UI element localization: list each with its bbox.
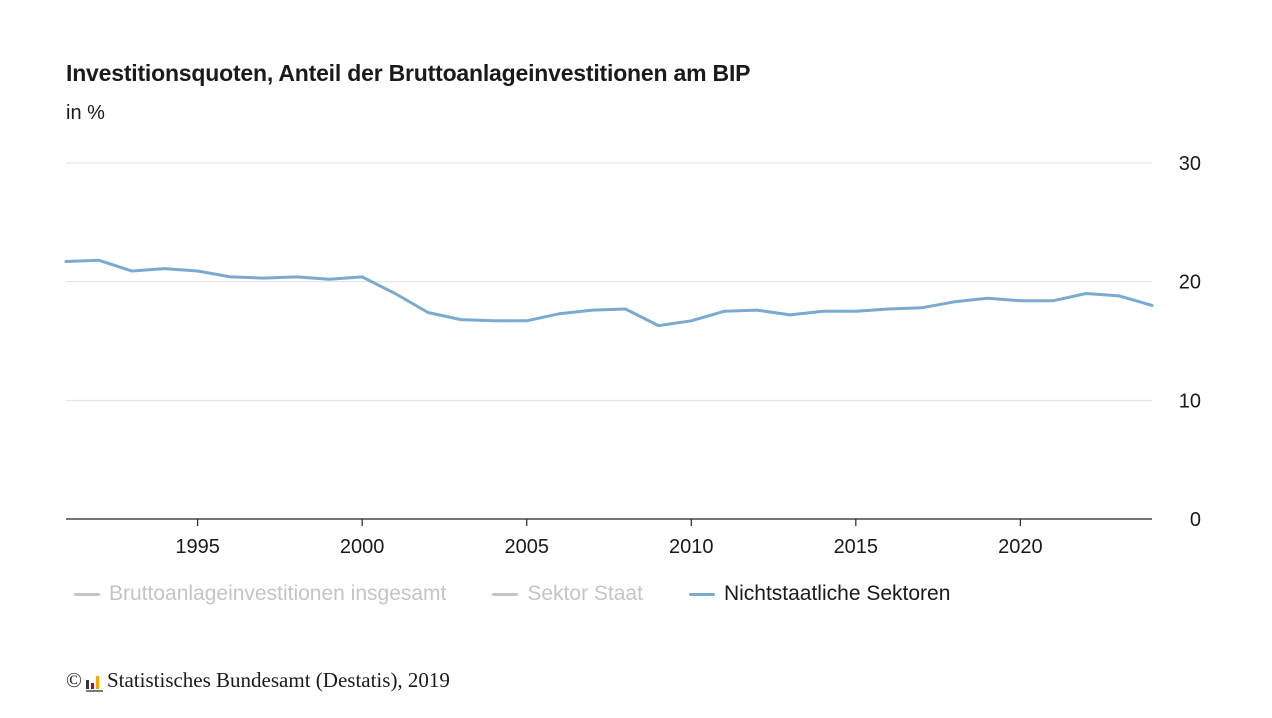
data-point[interactable] bbox=[426, 311, 430, 314]
legend-label: Sektor Staat bbox=[527, 582, 643, 605]
data-point[interactable] bbox=[196, 269, 199, 273]
legend: Bruttoanlageinvestitionen insgesamt Sekt… bbox=[74, 582, 996, 606]
y-tick-label: 0 bbox=[1190, 509, 1201, 531]
data-point[interactable] bbox=[887, 307, 891, 311]
x-axis-ticks: 1995 2000 2005 2010 2015 2020 bbox=[175, 519, 1043, 558]
data-point[interactable] bbox=[624, 307, 627, 311]
data-point[interactable] bbox=[360, 275, 364, 279]
x-tick-label: 2020 bbox=[998, 536, 1043, 558]
data-point[interactable] bbox=[558, 312, 561, 316]
data-point[interactable] bbox=[1084, 292, 1088, 295]
chart-subtitle: in % bbox=[66, 102, 105, 124]
legend-swatch bbox=[492, 592, 519, 596]
data-point[interactable] bbox=[755, 308, 759, 312]
x-tick-label: 2000 bbox=[340, 536, 385, 558]
data-point[interactable] bbox=[130, 269, 134, 273]
data-point[interactable] bbox=[920, 306, 923, 310]
data-point[interactable] bbox=[657, 324, 660, 327]
data-point[interactable] bbox=[821, 310, 825, 313]
data-point[interactable] bbox=[591, 308, 594, 312]
data-point[interactable] bbox=[953, 300, 956, 304]
data-point[interactable] bbox=[1051, 299, 1055, 302]
series-line-nichtstaatliche-sektoren[interactable] bbox=[64, 258, 1154, 328]
x-tick-label: 2015 bbox=[834, 536, 879, 558]
x-tick-label: 2005 bbox=[504, 536, 549, 558]
legend-item-nichtstaatliche-sektoren[interactable]: Nichtstaatliche Sektoren bbox=[688, 582, 951, 606]
data-point[interactable] bbox=[854, 310, 858, 313]
data-point[interactable] bbox=[1150, 304, 1154, 307]
data-point[interactable] bbox=[492, 319, 496, 323]
data-point[interactable] bbox=[459, 318, 463, 321]
data-point[interactable] bbox=[262, 276, 265, 280]
data-point[interactable] bbox=[163, 267, 167, 270]
destatis-logo-icon bbox=[85, 673, 103, 692]
data-point[interactable] bbox=[229, 275, 232, 279]
data-point[interactable] bbox=[1117, 294, 1121, 298]
data-point[interactable] bbox=[393, 292, 397, 295]
chart-title: Investitionsquoten, Anteil der Bruttoanl… bbox=[66, 60, 751, 86]
copyright-symbol: © bbox=[66, 668, 82, 692]
data-point[interactable] bbox=[689, 319, 693, 323]
data-point[interactable] bbox=[788, 313, 792, 317]
data-point[interactable] bbox=[327, 277, 331, 281]
gridlines bbox=[66, 162, 1152, 520]
source-text: Statistisches Bundesamt (Destatis), 2019 bbox=[106, 668, 450, 692]
y-tick-label: 20 bbox=[1179, 272, 1201, 294]
legend-label: Nichtstaatliche Sektoren bbox=[723, 582, 951, 605]
data-point[interactable] bbox=[525, 319, 529, 323]
series-lines bbox=[64, 258, 1154, 328]
source-footer: © Statistisches Bundesamt (Destatis), 20… bbox=[66, 668, 450, 693]
data-point[interactable] bbox=[295, 275, 298, 279]
legend-item-sektor-staat[interactable]: Sektor Staat bbox=[492, 582, 643, 606]
y-axis-ticks: 0 10 20 30 bbox=[1179, 153, 1201, 531]
legend-swatch bbox=[688, 592, 715, 596]
x-tick-label: 1995 bbox=[175, 536, 220, 558]
data-point[interactable] bbox=[986, 296, 989, 300]
data-point[interactable] bbox=[1019, 299, 1022, 302]
data-point[interactable] bbox=[64, 260, 68, 263]
legend-swatch bbox=[74, 592, 100, 596]
x-tick-label: 2010 bbox=[669, 536, 714, 558]
y-tick-label: 30 bbox=[1179, 153, 1201, 175]
legend-label: Bruttoanlageinvestitionen insgesamt bbox=[109, 582, 447, 605]
y-tick-label: 10 bbox=[1179, 390, 1201, 412]
legend-item-bruttoanlageinvestitionen[interactable]: Bruttoanlageinvestitionen insgesamt bbox=[74, 582, 446, 606]
data-point[interactable] bbox=[97, 259, 101, 262]
data-point[interactable] bbox=[722, 310, 726, 313]
